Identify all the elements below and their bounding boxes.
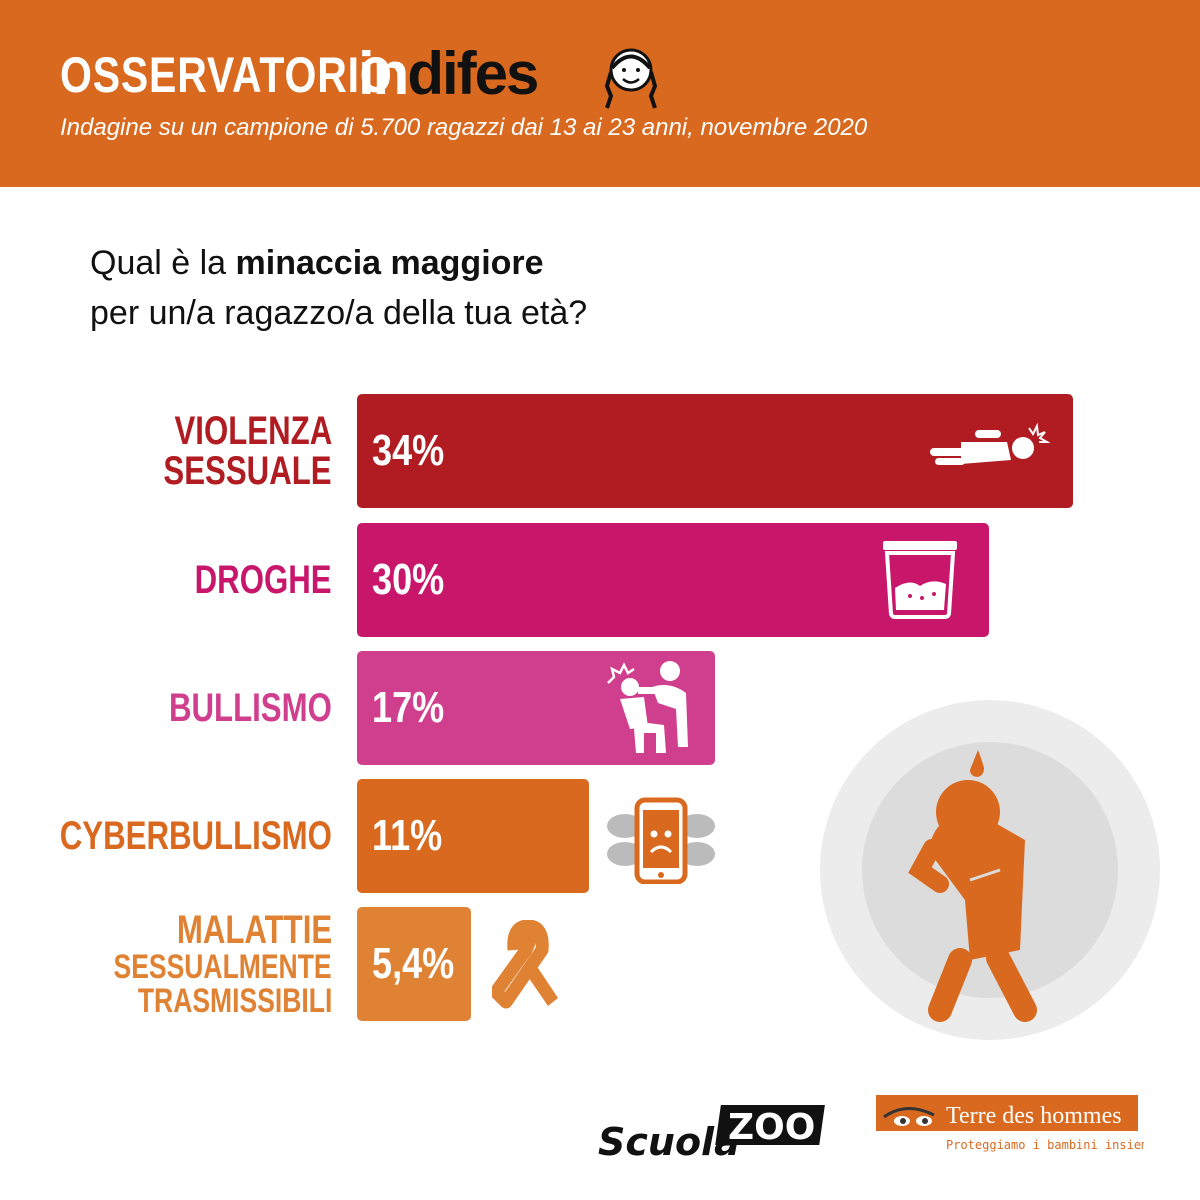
fallen-person-icon <box>930 422 1050 465</box>
bar-5 <box>357 907 471 1021</box>
brand-title: OSSERVATORIO in difes <box>60 34 539 107</box>
brand-in: in <box>358 40 409 107</box>
scuolazoo-logo-mark: Scuola ZOO <box>598 1105 825 1164</box>
brand-difes: difes <box>407 40 539 107</box>
scuolazoo-logo: Scuola ZOO <box>598 1097 830 1172</box>
tdh-tagline: Proteggiamo i bambini insieme <box>946 1138 1144 1152</box>
category-label: SESSUALMENTE <box>113 948 332 986</box>
bar-3 <box>357 651 715 765</box>
chart-question: Qual è la minaccia maggiore per un/a rag… <box>90 238 587 338</box>
awareness-ribbon-icon <box>492 920 558 1009</box>
tdh-logo-mark: Terre des hommes Proteggiamo i bambini i… <box>876 1095 1156 1152</box>
header-subtitle: Indagine su un campione di 5.700 ragazzi… <box>60 114 868 141</box>
scared-person-illustration <box>820 700 1160 1040</box>
question-bold: minaccia maggiore <box>235 244 544 282</box>
bullying-icon <box>607 661 688 753</box>
bar-4 <box>357 779 589 893</box>
category-label: MALATTIE <box>176 908 332 952</box>
category-label: CYBERBULLISMO <box>59 814 332 858</box>
bar-value-label: 30% <box>372 555 445 604</box>
bar-value-label: 17% <box>372 683 445 732</box>
question-plain: Qual è la <box>90 244 227 282</box>
tdh-name: Terre des hommes <box>946 1103 1122 1129</box>
bar-value-label: 5,4% <box>372 939 455 988</box>
sad-phone-icon <box>607 797 715 884</box>
category-label: TRASMISSIBILI <box>137 982 332 1020</box>
bar-value-label: 11% <box>372 811 443 860</box>
header-band: OSSERVATORIO in difes Indagine su un camp… <box>0 0 1200 187</box>
girl-face-logo-icon <box>604 48 658 109</box>
drug-bag-icon <box>883 541 957 619</box>
category-label: VIOLENZA <box>174 409 332 453</box>
brand-prefix: OSSERVATORIO <box>60 47 393 103</box>
category-label: SESSUALE <box>163 449 332 493</box>
question-line2: per un/a ragazzo/a della tua età? <box>90 294 588 332</box>
terre-des-hommes-logo: Terre des hommes Proteggiamo i bambini i… <box>876 1095 1156 1160</box>
zoo-text: ZOO <box>728 1107 815 1148</box>
category-label: BULLISMO <box>169 686 332 730</box>
bar-value-label: 34% <box>372 426 445 475</box>
category-label: DROGHE <box>195 558 332 602</box>
